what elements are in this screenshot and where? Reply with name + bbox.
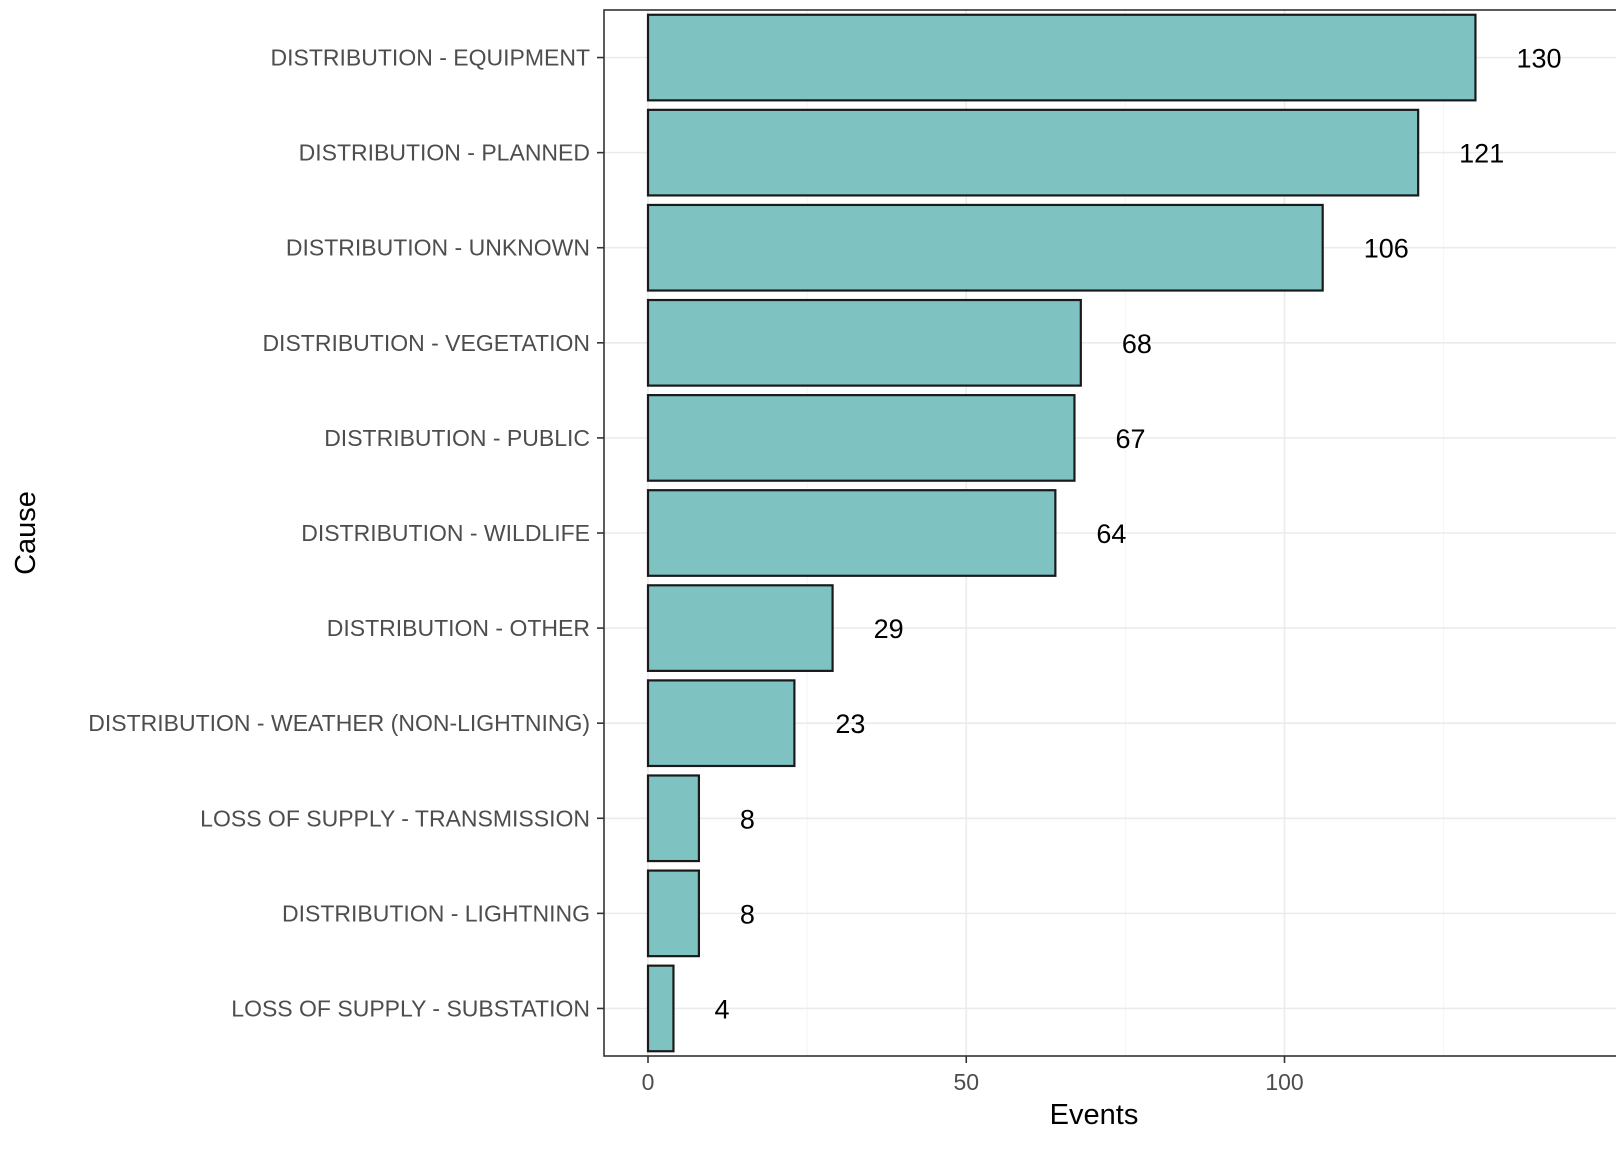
data-label: 4 bbox=[714, 994, 729, 1024]
data-label: 130 bbox=[1516, 44, 1561, 74]
data-label: 8 bbox=[740, 804, 755, 834]
y-tick-label: DISTRIBUTION - PLANNED bbox=[299, 140, 590, 166]
x-tick-label: 0 bbox=[642, 1069, 655, 1095]
bar bbox=[646, 298, 1082, 387]
x-axis-title: Events bbox=[1050, 1099, 1139, 1131]
x-axis-ticks: 0 50 100 bbox=[642, 1056, 1304, 1095]
y-tick-label: DISTRIBUTION - WILDLIFE bbox=[301, 520, 590, 546]
y-tick-label: DISTRIBUTION - OTHER bbox=[327, 615, 590, 641]
y-tick-label: DISTRIBUTION - UNKNOWN bbox=[286, 235, 590, 261]
y-axis-title: Cause bbox=[10, 491, 42, 575]
data-label: 29 bbox=[874, 614, 904, 644]
y-tick-label: DISTRIBUTION - PUBLIC bbox=[324, 425, 590, 451]
data-labels: 130 121 106 68 67 64 29 23 8 8 4 bbox=[714, 44, 1561, 1025]
bar bbox=[646, 964, 675, 1053]
bars bbox=[646, 13, 1477, 1053]
bar bbox=[646, 394, 1076, 482]
bar bbox=[646, 869, 701, 958]
data-label: 68 bbox=[1122, 329, 1152, 359]
data-label: 121 bbox=[1459, 139, 1504, 169]
bar bbox=[646, 774, 701, 863]
bar bbox=[646, 108, 1420, 197]
y-tick-label: DISTRIBUTION - VEGETATION bbox=[262, 330, 590, 356]
y-tick-label: LOSS OF SUPPLY - SUBSTATION bbox=[231, 995, 590, 1021]
y-tick-label: DISTRIBUTION - WEATHER (NON-LIGHTNING) bbox=[88, 710, 590, 736]
data-label: 67 bbox=[1115, 424, 1145, 454]
data-label: 8 bbox=[740, 899, 755, 929]
bar bbox=[646, 203, 1324, 292]
bar bbox=[646, 13, 1477, 102]
data-label: 64 bbox=[1096, 519, 1126, 549]
y-tick-label: LOSS OF SUPPLY - TRANSMISSION bbox=[200, 805, 590, 831]
data-label: 106 bbox=[1364, 234, 1409, 264]
y-tick-label: DISTRIBUTION - LIGHTNING bbox=[282, 900, 590, 926]
bar bbox=[646, 584, 834, 672]
bar bbox=[646, 489, 1057, 577]
data-label: 23 bbox=[835, 709, 865, 739]
y-tick-label: DISTRIBUTION - EQUIPMENT bbox=[271, 45, 590, 71]
y-axis-ticks: DISTRIBUTION - EQUIPMENT DISTRIBUTION - P… bbox=[88, 45, 604, 1021]
x-tick-label: 100 bbox=[1265, 1069, 1303, 1095]
x-tick-label: 50 bbox=[953, 1069, 979, 1095]
bar bbox=[646, 679, 796, 768]
